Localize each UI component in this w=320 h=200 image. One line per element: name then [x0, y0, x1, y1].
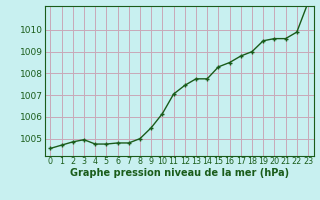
- X-axis label: Graphe pression niveau de la mer (hPa): Graphe pression niveau de la mer (hPa): [70, 168, 289, 178]
